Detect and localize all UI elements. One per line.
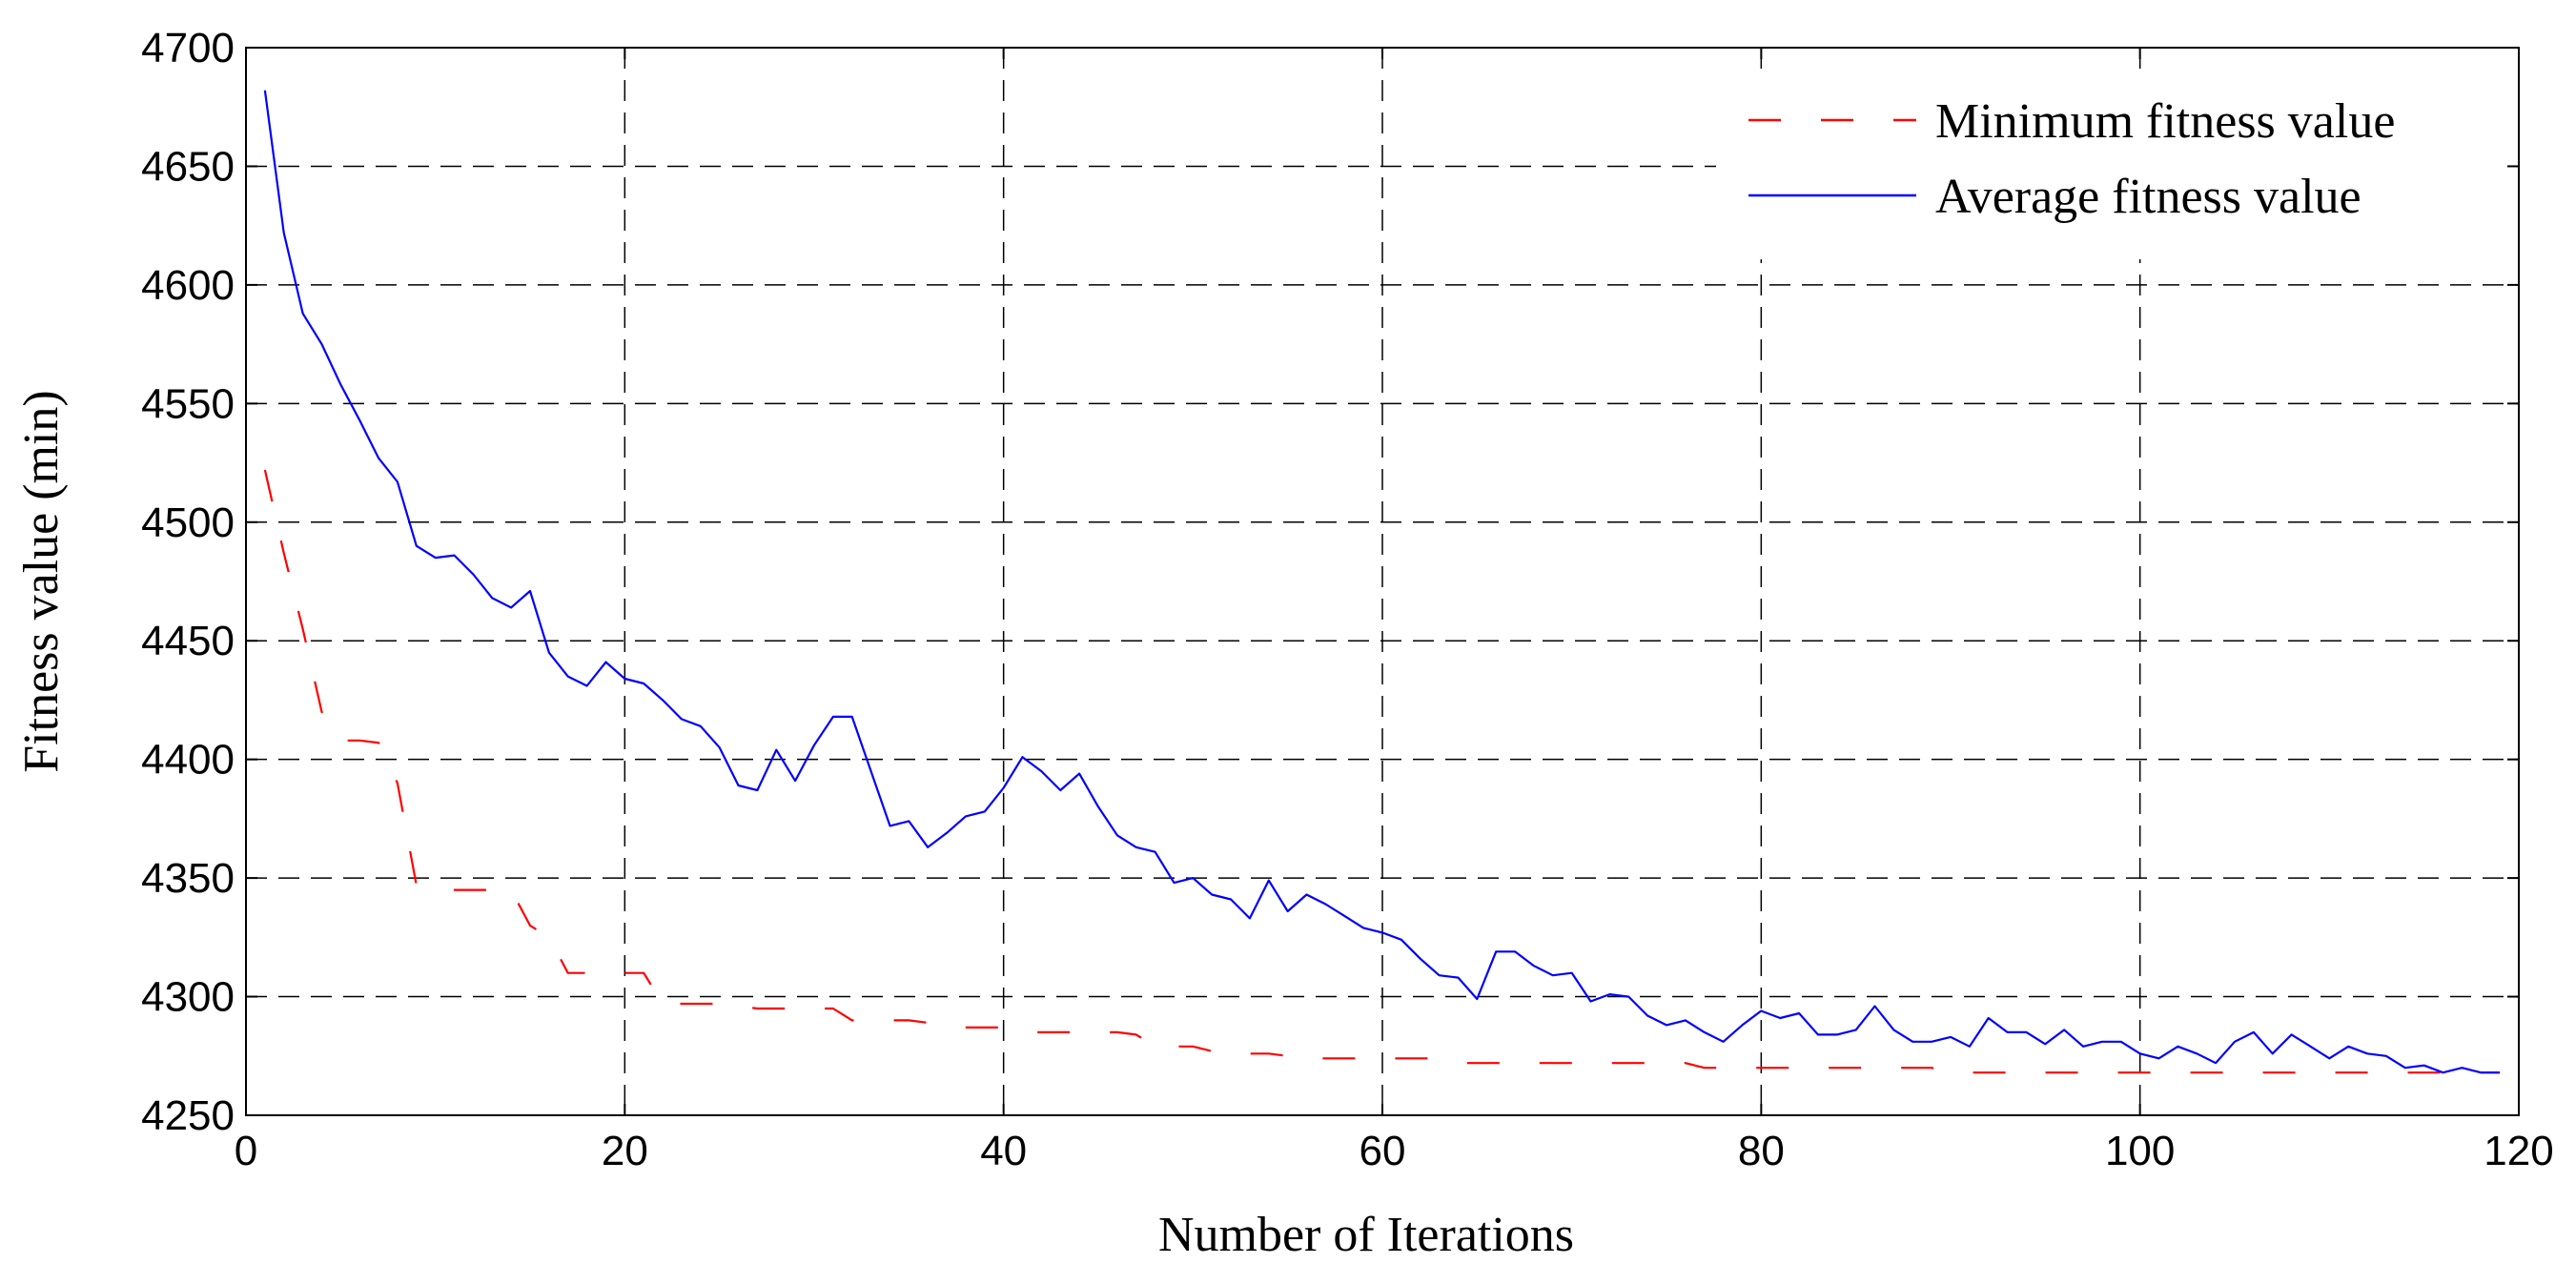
y-axis-title: Fitness value (min) xyxy=(14,390,69,773)
y-tick-label: 4300 xyxy=(141,974,235,1021)
series-lines xyxy=(263,90,2501,1074)
legend-label-average: Average fitness value xyxy=(1935,170,2361,224)
y-tick-label: 4600 xyxy=(141,262,235,309)
x-tick-label: 60 xyxy=(1360,1128,1406,1174)
legend-label-minimum: Minimum fitness value xyxy=(1935,94,2395,149)
x-tick-label: 40 xyxy=(980,1128,1027,1174)
series-line-minimum xyxy=(263,469,2501,1074)
y-tick-label: 4500 xyxy=(141,499,235,546)
x-tick-label: 0 xyxy=(235,1128,257,1174)
y-tick-label: 4550 xyxy=(141,380,235,427)
y-tick-label: 4350 xyxy=(141,855,235,902)
x-tick-label: 120 xyxy=(2484,1128,2553,1174)
axis-ticks: 0 20 40 60 80 100 120 4250 4300 4350 4400 4450 4500 4… xyxy=(141,25,2554,1174)
y-tick-label: 4250 xyxy=(141,1092,235,1139)
series-line-average xyxy=(263,90,2501,1074)
x-tick-label: 20 xyxy=(602,1128,648,1174)
x-tick-label: 100 xyxy=(2105,1128,2175,1174)
y-tick-label: 4450 xyxy=(141,618,235,664)
y-tick-label: 4650 xyxy=(141,143,235,190)
y-tick-label: 4700 xyxy=(141,25,235,71)
y-tick-label: 4400 xyxy=(141,737,235,784)
x-axis-title: Number of Iterations xyxy=(1158,1208,1574,1262)
x-tick-label: 80 xyxy=(1738,1128,1785,1174)
legend-box xyxy=(1716,69,2507,259)
legend: Minimum fitness value Average fitness va… xyxy=(1716,69,2507,259)
